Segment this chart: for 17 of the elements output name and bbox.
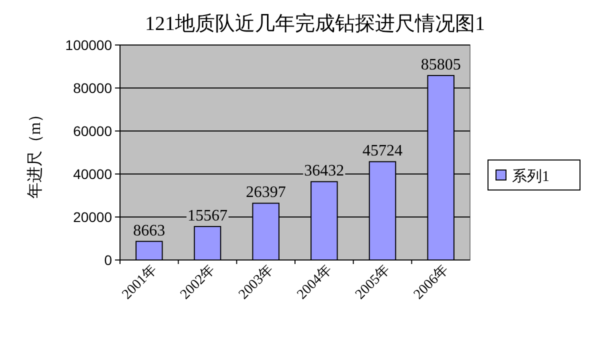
y-tick-label: 80000 (73, 80, 112, 96)
data-label: 8663 (133, 222, 166, 240)
y-tick-label: 60000 (73, 123, 112, 139)
y-tick-label: 100000 (65, 37, 112, 53)
bar (136, 240, 163, 260)
data-label: 36432 (304, 162, 344, 180)
y-tick-label: 20000 (73, 209, 112, 225)
chart-title: 121地质队近几年完成钻探进尺情况图1 (145, 12, 485, 35)
data-label: 26397 (246, 184, 286, 202)
y-axis-title: 年进尺（m） (26, 106, 44, 199)
legend-label: 系列1 (512, 168, 550, 185)
data-label: 45724 (362, 142, 402, 160)
data-label: 85805 (420, 56, 461, 74)
bar (194, 226, 222, 260)
data-label: 15567 (188, 208, 228, 225)
y-tick-label: 40000 (73, 166, 112, 182)
y-tick-label: 0 (104, 252, 112, 268)
